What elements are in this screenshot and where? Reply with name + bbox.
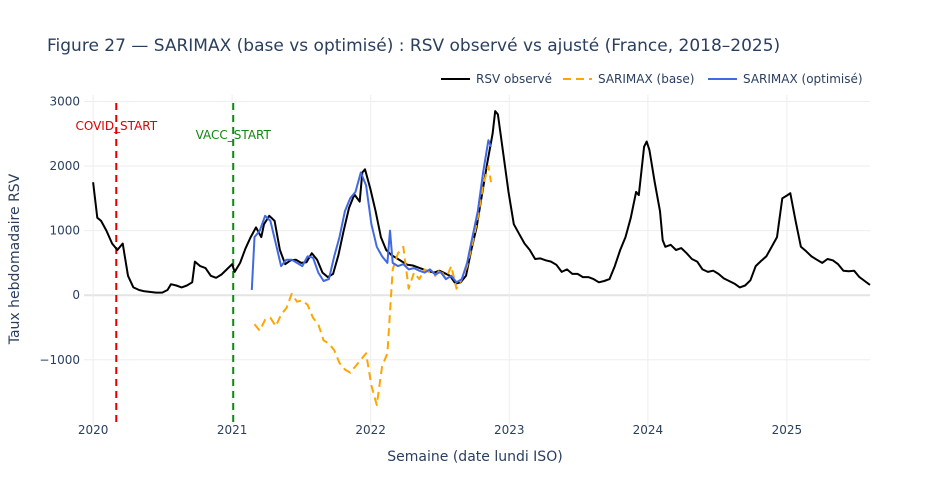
annotation-label: VACC_START [196,128,272,142]
x-axis-ticks: 2020 2021 2022 2023 2024 2025 [78,423,802,437]
y-tick-label: −1000 [39,353,80,367]
y-axis-ticks: −1000 0 1000 2000 3000 [39,94,80,366]
x-tick-label: 2022 [355,423,386,437]
legend-item-2[interactable]: SARIMAX (optimisé) [708,72,863,86]
y-tick-label: 2000 [49,159,80,173]
y-axis-label: Taux hebdomadaire RSV [7,173,23,345]
series-line-2 [250,139,492,291]
legend-label: RSV observé [476,72,552,86]
annotation-label: COVID_START [75,119,157,133]
x-axis-label: Semaine (date lundi ISO) [387,449,562,465]
y-tick-label: 3000 [49,94,80,108]
legend[interactable]: RSV observé SARIMAX (base) SARIMAX (optimi… [441,72,863,86]
y-tick-label: 0 [72,288,80,302]
legend-label: SARIMAX (optimisé) [743,72,863,86]
x-tick-label: 2024 [633,423,664,437]
series-group [92,110,871,406]
legend-item-0[interactable]: RSV observé [441,72,552,86]
x-tick-label: 2020 [78,423,109,437]
annotations: COVID_START VACC_START [75,103,272,422]
x-tick-label: 2021 [217,423,248,437]
chart-title: Figure 27 — SARIMAX (base vs optimisé) :… [47,36,780,56]
series-line-1 [253,165,492,406]
x-tick-label: 2025 [772,423,803,437]
legend-item-1[interactable]: SARIMAX (base) [563,72,695,86]
x-tick-label: 2023 [494,423,525,437]
legend-label: SARIMAX (base) [598,72,695,86]
grid [84,95,870,425]
y-tick-label: 1000 [49,224,80,238]
